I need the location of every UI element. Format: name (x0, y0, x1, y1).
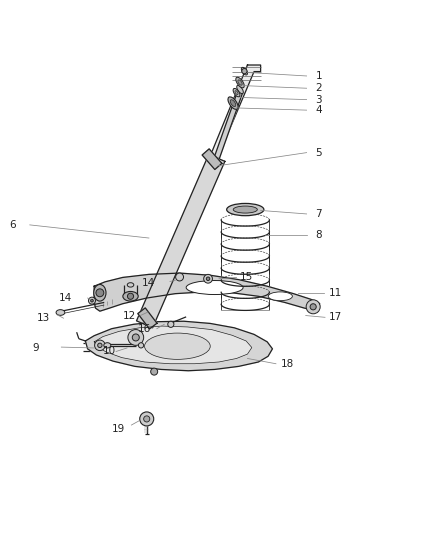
Polygon shape (137, 155, 225, 328)
Ellipse shape (268, 292, 293, 301)
Text: 10: 10 (103, 346, 116, 357)
Ellipse shape (233, 206, 258, 213)
Ellipse shape (230, 100, 236, 107)
Text: 11: 11 (328, 288, 342, 298)
Text: 15: 15 (240, 272, 253, 282)
Ellipse shape (56, 310, 65, 316)
Text: 17: 17 (328, 312, 342, 322)
Ellipse shape (236, 77, 244, 88)
Ellipse shape (238, 80, 242, 85)
Ellipse shape (186, 280, 243, 295)
Text: 4: 4 (315, 105, 322, 115)
Ellipse shape (123, 292, 138, 301)
Circle shape (138, 343, 144, 348)
Circle shape (88, 297, 95, 304)
Ellipse shape (227, 204, 264, 216)
Text: 12: 12 (123, 311, 136, 320)
Circle shape (127, 293, 134, 300)
Text: 7: 7 (315, 209, 322, 219)
Circle shape (242, 69, 247, 74)
Ellipse shape (104, 343, 111, 348)
Circle shape (95, 340, 105, 351)
Polygon shape (85, 321, 272, 371)
Circle shape (140, 412, 154, 426)
Polygon shape (90, 65, 261, 351)
Ellipse shape (241, 67, 247, 75)
Polygon shape (138, 308, 157, 329)
Text: 18: 18 (280, 359, 293, 369)
Text: 8: 8 (315, 230, 322, 240)
Text: 14: 14 (142, 278, 155, 288)
Circle shape (204, 274, 212, 283)
Circle shape (206, 277, 210, 280)
Circle shape (132, 334, 139, 341)
Circle shape (310, 304, 316, 310)
Ellipse shape (145, 333, 210, 359)
Text: 2: 2 (315, 83, 322, 93)
Ellipse shape (127, 282, 134, 287)
Ellipse shape (94, 285, 106, 301)
Text: 9: 9 (33, 343, 39, 353)
Ellipse shape (235, 91, 238, 94)
Circle shape (98, 343, 102, 348)
Ellipse shape (228, 97, 238, 109)
Circle shape (144, 416, 150, 422)
Circle shape (176, 273, 184, 281)
Ellipse shape (233, 88, 240, 97)
Ellipse shape (237, 85, 244, 94)
Circle shape (128, 329, 144, 345)
Polygon shape (94, 326, 252, 364)
Circle shape (306, 300, 320, 314)
Text: 13: 13 (37, 313, 50, 323)
Circle shape (151, 368, 158, 375)
Circle shape (168, 321, 174, 327)
Text: 5: 5 (315, 148, 322, 158)
Text: 6: 6 (10, 220, 16, 230)
Polygon shape (94, 273, 320, 311)
Polygon shape (214, 91, 243, 159)
Polygon shape (202, 149, 222, 169)
Circle shape (96, 289, 104, 297)
Text: 1: 1 (315, 71, 322, 81)
Text: 19: 19 (112, 424, 125, 433)
Text: 14: 14 (59, 293, 72, 303)
Circle shape (91, 300, 93, 302)
Text: 3: 3 (315, 95, 322, 104)
Text: 16: 16 (138, 324, 151, 334)
